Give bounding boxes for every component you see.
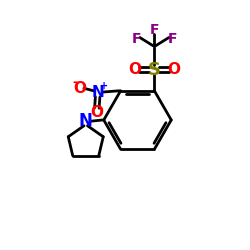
Text: N: N xyxy=(92,84,104,100)
Text: O: O xyxy=(90,105,104,120)
Text: O: O xyxy=(74,81,87,96)
Text: N: N xyxy=(79,112,93,130)
Text: -: - xyxy=(72,76,77,88)
Text: F: F xyxy=(150,23,159,37)
Text: S: S xyxy=(148,60,161,78)
Text: O: O xyxy=(128,62,141,77)
Text: O: O xyxy=(168,62,180,77)
Text: +: + xyxy=(100,81,108,91)
Text: F: F xyxy=(168,32,177,46)
Text: F: F xyxy=(132,32,141,46)
